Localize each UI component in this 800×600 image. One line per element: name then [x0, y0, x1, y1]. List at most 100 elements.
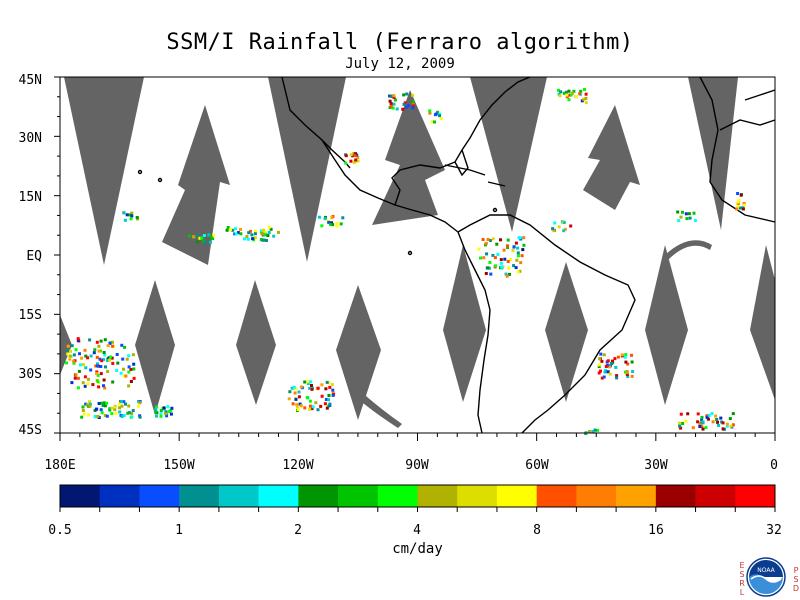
rain-cell	[169, 409, 173, 412]
rain-cell	[111, 340, 114, 344]
rain-cell	[572, 89, 576, 93]
rain-cell	[428, 111, 432, 115]
rain-cell	[507, 266, 511, 270]
rain-cell	[293, 391, 297, 395]
svg-text:NOAA: NOAA	[757, 567, 775, 574]
rain-cell	[700, 418, 704, 422]
lon-label: 180E	[44, 458, 76, 473]
rain-cell	[583, 88, 586, 91]
rain-cell	[598, 357, 602, 361]
rain-cell	[111, 344, 115, 348]
rain-cell	[103, 386, 107, 390]
rain-cell	[388, 99, 392, 103]
rain-cell	[439, 117, 443, 121]
rain-cell	[608, 365, 611, 369]
colorbar-tick-label: 0.5	[48, 523, 72, 538]
rain-cell	[735, 207, 739, 211]
rain-cell	[127, 365, 131, 369]
rain-cell	[493, 256, 497, 260]
rain-cell	[330, 383, 334, 387]
rain-cell	[295, 405, 299, 409]
rain-cell	[625, 373, 629, 377]
rain-cell	[96, 373, 100, 377]
rain-cell	[83, 375, 87, 379]
rain-cell	[330, 216, 334, 220]
rain-cell	[288, 390, 292, 394]
rain-cell	[308, 386, 312, 390]
lon-label: 150W	[163, 458, 195, 473]
rain-cell	[74, 373, 78, 377]
rain-cell	[569, 93, 573, 97]
rain-cell	[512, 245, 516, 249]
rain-cell	[85, 403, 89, 407]
rain-cell	[131, 353, 135, 357]
rain-cell	[296, 408, 300, 412]
swath-descending	[470, 77, 547, 232]
rain-cell	[407, 104, 411, 108]
rain-cell	[626, 375, 630, 379]
swath-diamond	[545, 262, 588, 402]
rain-cell	[247, 231, 251, 235]
rain-cell	[520, 254, 524, 258]
coastline	[719, 119, 776, 131]
rain-cell	[127, 384, 131, 388]
rain-cell	[130, 214, 134, 218]
rain-cell	[122, 400, 126, 404]
rain-cell	[262, 228, 265, 232]
rain-cell	[389, 94, 393, 98]
rain-cell	[88, 404, 92, 408]
rain-cell	[81, 381, 85, 385]
rain-cell	[686, 412, 690, 416]
rain-cell	[491, 253, 495, 257]
rain-cell	[624, 353, 628, 357]
rain-cell	[391, 106, 395, 110]
rain-cell	[587, 430, 591, 433]
rain-cell	[239, 232, 243, 236]
rain-cell	[488, 266, 491, 270]
rain-cell	[430, 120, 434, 124]
rain-cell	[68, 354, 72, 358]
rain-cell	[488, 239, 492, 242]
rain-cell	[630, 360, 634, 364]
rain-cell	[615, 374, 619, 378]
colorbar-swatch	[496, 485, 537, 507]
rain-cell	[631, 370, 635, 373]
rain-cell	[92, 351, 96, 355]
rain-cell	[516, 254, 520, 258]
colorbar-swatch	[258, 485, 299, 507]
rain-cell	[308, 407, 312, 411]
colorbar-swatch	[60, 485, 101, 507]
rain-cell	[562, 229, 566, 233]
rain-cell	[514, 266, 518, 270]
rain-cell	[411, 102, 415, 106]
rain-cell	[239, 228, 242, 231]
rain-cell	[103, 414, 107, 417]
rain-cell	[87, 413, 91, 417]
rain-cell	[129, 368, 133, 371]
rain-cell	[623, 355, 627, 359]
rain-cell	[70, 344, 74, 348]
rain-cell	[115, 353, 119, 356]
rain-cell	[104, 365, 107, 369]
rain-cell	[320, 224, 324, 228]
rain-cell	[593, 428, 597, 432]
rain-cell	[516, 270, 520, 274]
rain-cell	[328, 385, 332, 389]
rain-cell	[707, 413, 711, 417]
coastline	[444, 164, 486, 176]
lon-label: 60W	[525, 458, 549, 473]
rain-cell	[155, 405, 159, 409]
rain-cell	[395, 107, 399, 111]
rain-cell	[506, 260, 510, 263]
colorbar-swatch	[536, 485, 577, 507]
rain-cell	[108, 342, 112, 345]
rain-cell	[327, 394, 331, 397]
colorbar-units: cm/day	[392, 541, 443, 557]
rain-cell	[198, 236, 202, 240]
rain-cell	[118, 406, 121, 410]
rain-cell	[316, 386, 320, 390]
rain-cell	[506, 246, 510, 249]
rain-cell	[597, 371, 601, 375]
rain-cell	[86, 382, 90, 386]
